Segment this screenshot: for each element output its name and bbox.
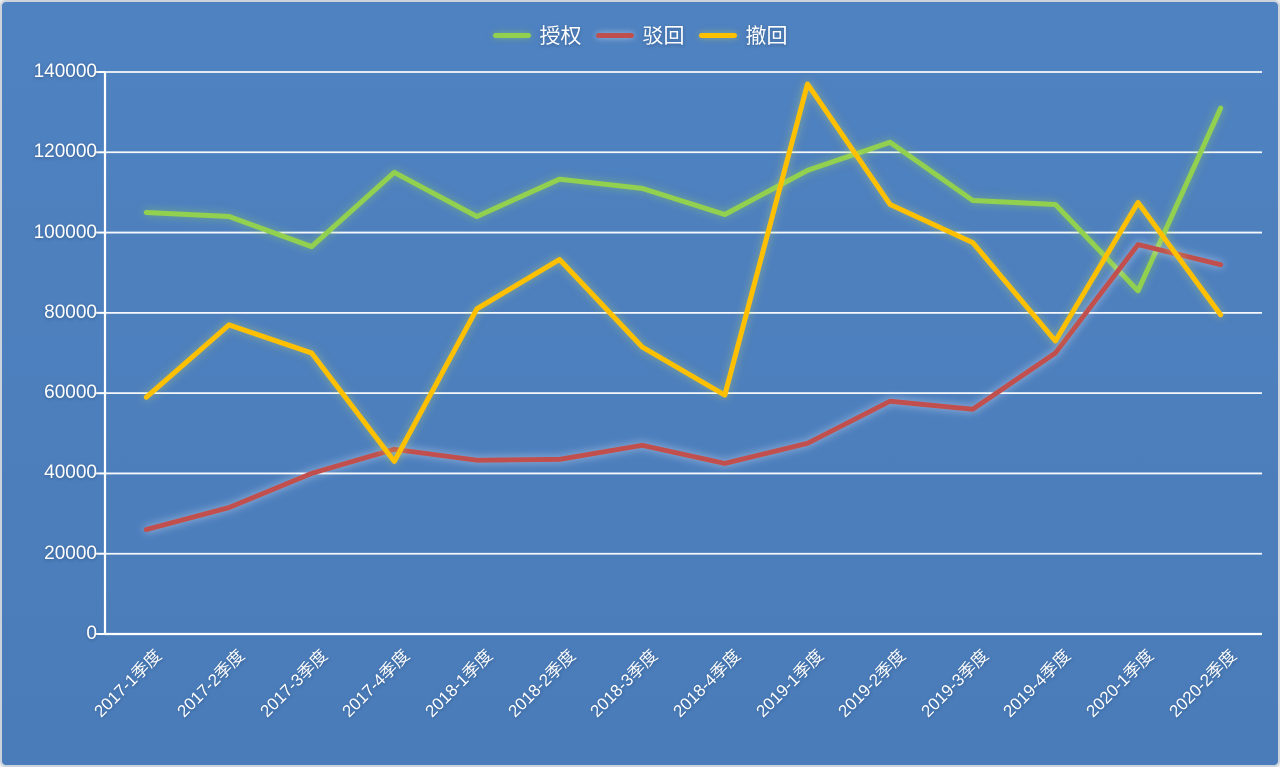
legend-item-2: 撤回	[698, 20, 788, 50]
series-line-驳回	[143, 242, 1224, 533]
legend-line-swatch	[595, 32, 634, 38]
legend-line-swatch	[492, 32, 531, 38]
legend-label: 撤回	[745, 25, 788, 48]
y-tick-label: 40000	[44, 462, 97, 484]
y-tick-label: 120000	[33, 141, 97, 163]
y-tick-label: 60000	[44, 382, 97, 404]
legend-label: 授权	[539, 25, 582, 48]
legend-line-swatch	[698, 32, 737, 38]
y-tick-label: 100000	[33, 221, 97, 243]
y-tick-label: 80000	[44, 301, 97, 323]
series-line-撤回	[143, 81, 1224, 464]
legend-item-0: 授权	[492, 20, 582, 50]
chart-legend: 授权 驳回 撤回	[2, 20, 1278, 50]
legend-item-1: 驳回	[595, 20, 685, 50]
y-tick-label: 140000	[33, 61, 97, 82]
y-tick-label: 0	[86, 623, 97, 644]
y-tick-label: 20000	[44, 542, 97, 564]
legend-label: 驳回	[642, 25, 685, 48]
series-line-授权	[143, 105, 1224, 294]
